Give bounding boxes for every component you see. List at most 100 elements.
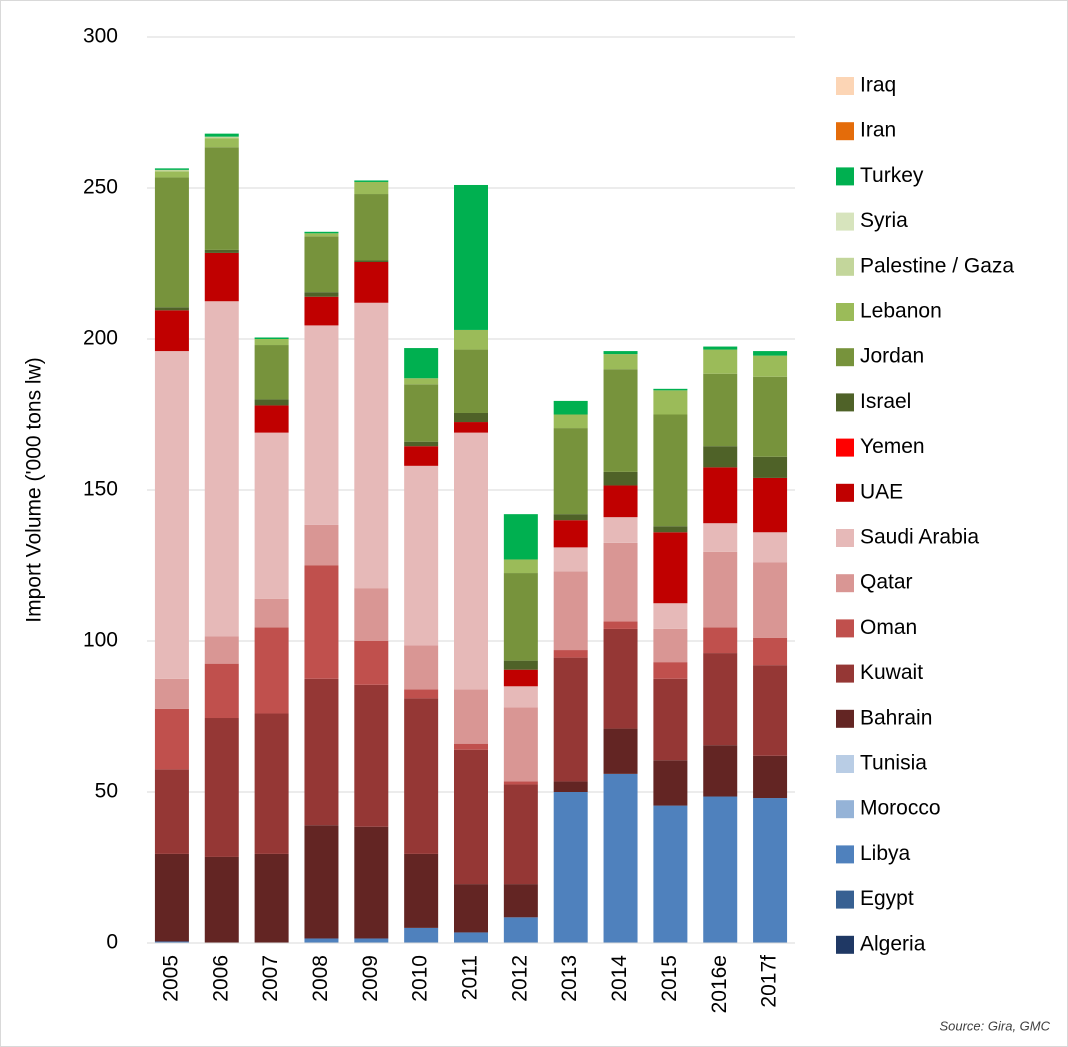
bar-segment bbox=[404, 384, 439, 442]
x-tick-label: 2011 bbox=[459, 955, 482, 1000]
bar-segment bbox=[653, 628, 688, 663]
bar-segment bbox=[454, 432, 488, 690]
bar-segment bbox=[154, 941, 189, 943]
bar-segment bbox=[354, 260, 389, 262]
legend-label: Yemen bbox=[860, 435, 925, 458]
legend-label: Algeria bbox=[860, 932, 926, 955]
bar-segment bbox=[354, 826, 389, 939]
bar-segment bbox=[454, 422, 488, 433]
bar-segment bbox=[154, 169, 189, 172]
bar-segment bbox=[254, 713, 289, 854]
bar-segment bbox=[404, 378, 439, 385]
legend-swatch bbox=[836, 393, 854, 412]
bar-segment bbox=[753, 376, 788, 457]
bar-segment bbox=[553, 520, 588, 548]
y-tick-label: 50 bbox=[95, 780, 118, 803]
legend-swatch bbox=[836, 212, 854, 231]
bar-segment bbox=[404, 853, 439, 928]
legend-label: UAE bbox=[860, 480, 903, 503]
bar-segment bbox=[553, 547, 588, 572]
bar-segment bbox=[204, 301, 239, 637]
bar-segment bbox=[204, 133, 239, 137]
bar-segment bbox=[354, 181, 389, 195]
legend-label: Morocco bbox=[860, 797, 941, 820]
bar-segment bbox=[254, 853, 289, 943]
x-tick-label: 2005 bbox=[159, 955, 182, 1002]
bar-segment bbox=[354, 588, 389, 641]
bar-segment bbox=[404, 645, 439, 690]
legend-swatch bbox=[836, 483, 854, 502]
x-tick-label: 2016e bbox=[708, 955, 731, 1013]
legend-label: Qatar bbox=[860, 571, 913, 594]
legend-label: Bahrain bbox=[860, 706, 932, 729]
bar-segment bbox=[553, 514, 588, 521]
bar-segment bbox=[154, 177, 189, 308]
bar-segment bbox=[553, 428, 588, 515]
bar-segment bbox=[653, 662, 688, 679]
bar-segment bbox=[304, 938, 339, 943]
bar-segment bbox=[204, 252, 239, 302]
bar-segment bbox=[254, 405, 289, 433]
bar-segment bbox=[454, 349, 488, 413]
bar-segment bbox=[254, 345, 289, 400]
x-tick-label: 2013 bbox=[558, 955, 581, 1002]
bar-segment bbox=[304, 236, 339, 293]
bar-segment bbox=[404, 348, 439, 379]
legend-label: Saudi Arabia bbox=[860, 526, 979, 549]
legend-label: Syria bbox=[860, 209, 908, 232]
bar-segment bbox=[404, 446, 439, 466]
bar-segment bbox=[354, 194, 389, 261]
bar-segment bbox=[653, 532, 688, 604]
bar-segment bbox=[553, 657, 588, 782]
bar-segment bbox=[204, 856, 239, 943]
bar-segment bbox=[254, 432, 289, 599]
bar-segment bbox=[653, 603, 688, 629]
bar-segment bbox=[753, 637, 788, 666]
bar-segment bbox=[503, 781, 538, 785]
bar-segment bbox=[154, 678, 189, 709]
legend-label: Iraq bbox=[860, 74, 896, 97]
bar-segment bbox=[603, 471, 638, 486]
bar-segment bbox=[703, 467, 738, 524]
y-tick-label: 300 bbox=[83, 25, 118, 48]
bar-segment bbox=[454, 749, 488, 885]
legend-swatch bbox=[836, 529, 854, 547]
legend-label: Turkey bbox=[860, 164, 924, 187]
bar-segment bbox=[254, 337, 289, 339]
x-tick-label: 2006 bbox=[209, 955, 232, 1002]
bar-segment bbox=[553, 400, 588, 415]
bar-segment bbox=[703, 373, 738, 447]
bar-segment bbox=[503, 686, 538, 708]
bar-segment bbox=[653, 390, 688, 415]
bar-segment bbox=[404, 698, 439, 854]
bar-segment bbox=[653, 414, 688, 527]
bar-segment bbox=[703, 653, 738, 746]
bar-segment bbox=[154, 853, 189, 942]
bar-segment bbox=[703, 349, 738, 374]
x-tick-label: 2017f bbox=[758, 955, 781, 1008]
bar-segment bbox=[603, 542, 638, 622]
x-tick-label: 2010 bbox=[409, 955, 432, 1002]
bar-segment bbox=[653, 805, 688, 943]
bar-segment bbox=[753, 351, 788, 356]
bar-segment bbox=[304, 825, 339, 939]
legend-swatch bbox=[836, 574, 854, 593]
bar-segment bbox=[653, 678, 688, 761]
bar-segment bbox=[354, 641, 389, 685]
legend-label: Tunisia bbox=[860, 752, 927, 775]
legend-swatch bbox=[836, 167, 854, 186]
bar-segment bbox=[154, 168, 189, 170]
bar-segment bbox=[703, 627, 738, 654]
y-tick-label: 100 bbox=[83, 629, 118, 652]
bar-segment bbox=[503, 707, 538, 782]
bar-segment bbox=[204, 138, 239, 148]
legend-label: Lebanon bbox=[860, 300, 942, 323]
bar-segment bbox=[404, 927, 439, 943]
legend-swatch bbox=[836, 935, 854, 954]
source-note: Source: Gira, GMC bbox=[939, 1018, 1050, 1033]
bar-segment bbox=[753, 562, 788, 638]
x-tick-label: 2015 bbox=[658, 955, 681, 1002]
bar-segment bbox=[603, 628, 638, 729]
bar-segment bbox=[154, 769, 189, 854]
bar-segment bbox=[454, 884, 488, 933]
